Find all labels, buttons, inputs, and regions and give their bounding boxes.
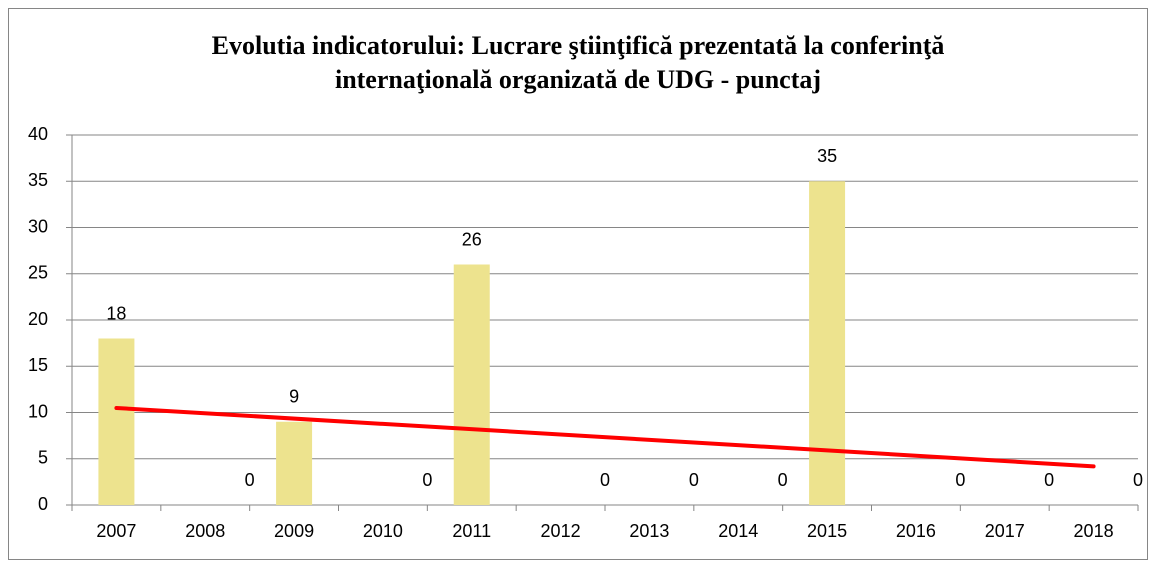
bar: [276, 421, 313, 505]
data-label: 0: [689, 470, 699, 490]
x-tick-label: 2013: [629, 521, 669, 541]
data-label: 0: [955, 470, 965, 490]
chart-title: internaţională organizată de UDG - punct…: [335, 65, 821, 94]
data-label: 0: [1133, 470, 1143, 490]
data-label: 9: [289, 387, 299, 407]
x-tick-label: 2009: [274, 521, 314, 541]
x-tick-label: 2011: [452, 521, 491, 541]
chart-title: Evolutia indicatorului: Lucrare ştiinţif…: [212, 31, 945, 60]
data-label: 0: [245, 470, 255, 490]
x-tick-label: 2017: [985, 521, 1025, 541]
data-label: 0: [778, 470, 788, 490]
data-label: 35: [817, 146, 837, 166]
y-tick-label: 0: [38, 494, 48, 514]
y-tick-label: 10: [28, 401, 48, 421]
data-label: 0: [422, 470, 432, 490]
x-tick-label: 2010: [363, 521, 403, 541]
y-tick-label: 40: [28, 124, 48, 144]
data-label: 18: [106, 303, 126, 323]
x-tick-label: 2014: [718, 521, 758, 541]
x-tick-label: 2018: [1074, 521, 1114, 541]
data-label: 0: [600, 470, 610, 490]
bar: [809, 181, 846, 505]
chart-border: [8, 8, 1148, 560]
x-tick-label: 2008: [185, 521, 225, 541]
y-tick-label: 35: [28, 170, 48, 190]
x-tick-label: 2016: [896, 521, 936, 541]
bar: [453, 264, 490, 505]
y-tick-label: 30: [28, 216, 48, 236]
bar: [98, 338, 135, 505]
y-tick-label: 15: [28, 355, 48, 375]
x-tick-label: 2015: [807, 521, 847, 541]
y-tick-label: 20: [28, 309, 48, 329]
data-label: 0: [1044, 470, 1054, 490]
data-label: 26: [462, 229, 482, 249]
y-tick-label: 25: [28, 263, 48, 283]
trend-line: [114, 405, 1096, 469]
x-tick-label: 2007: [96, 521, 136, 541]
y-tick-label: 5: [38, 448, 48, 468]
x-tick-label: 2012: [541, 521, 581, 541]
